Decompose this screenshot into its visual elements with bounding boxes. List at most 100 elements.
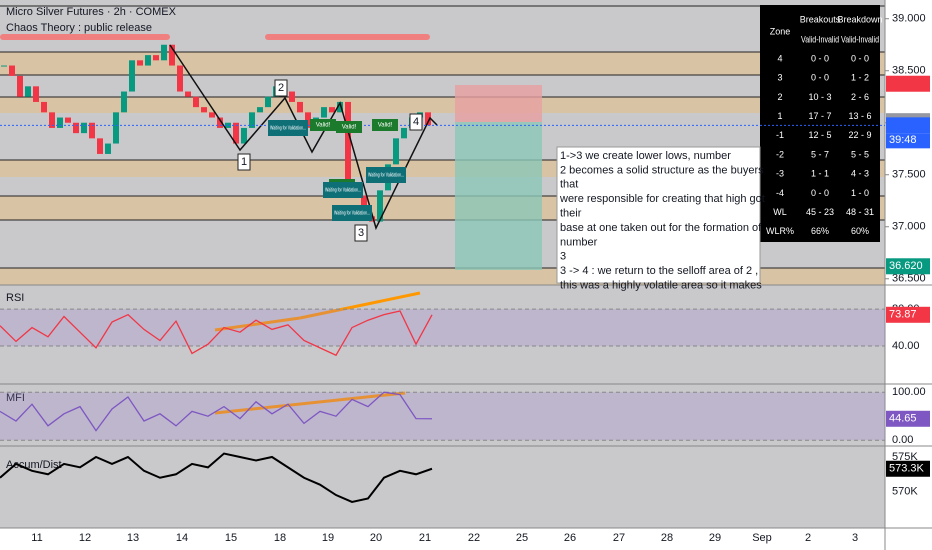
- candle: [289, 91, 295, 102]
- y-tick-label: 37.500: [892, 169, 926, 181]
- accum-badge-label: 573.3K: [889, 463, 925, 475]
- indicator-title: Chaos Theory : public release: [6, 22, 152, 34]
- wave-label-box: [409, 113, 423, 131]
- candle: [113, 112, 119, 144]
- y-tick-label: 36.500: [892, 273, 926, 285]
- candle: [249, 112, 255, 128]
- accum-badge: [886, 460, 930, 477]
- wave-label: 4: [413, 116, 419, 128]
- candle: [393, 138, 399, 165]
- target-zone: [455, 122, 542, 270]
- candle: [185, 91, 191, 97]
- table-cell: 22 - 9: [848, 130, 871, 140]
- waiting-tag: [366, 167, 406, 183]
- table-cell: 1 - 1: [811, 169, 829, 179]
- x-tick-label: 12: [79, 532, 91, 544]
- candle: [57, 117, 63, 128]
- candle: [257, 107, 263, 113]
- table-cell: 17 - 7: [808, 111, 831, 121]
- wave-label: 1: [241, 156, 247, 168]
- note-line: their: [560, 208, 582, 220]
- price-badge: [886, 75, 930, 92]
- table-cell: 0 - 0: [811, 73, 829, 83]
- price-badge: [886, 258, 930, 275]
- candle: [145, 55, 151, 66]
- candle: [329, 107, 335, 113]
- y-tick-label: 39.000: [892, 13, 926, 25]
- candle: [161, 44, 167, 61]
- candle: [129, 60, 135, 92]
- table-cell: 66%: [811, 226, 829, 236]
- waiting-tag: [268, 120, 308, 136]
- candle: [49, 112, 55, 128]
- x-tick-label: 14: [176, 532, 188, 544]
- table-cell: WL: [773, 207, 787, 217]
- valid-tag: [310, 119, 336, 131]
- mfi-badge: [886, 410, 930, 427]
- wave-label-box: [237, 153, 251, 171]
- candle: [425, 112, 431, 126]
- waiting-tag-label: Waiting for Validation...: [325, 187, 361, 193]
- y-tick-label: 38.500: [892, 65, 926, 77]
- zone-table: [760, 5, 880, 242]
- table-cell: 2 - 6: [851, 92, 869, 102]
- y-tick-label: 0.00: [892, 434, 913, 446]
- rsi-badge: [886, 306, 930, 323]
- table-header: Zone: [770, 26, 791, 36]
- candle: [89, 122, 95, 139]
- candle: [25, 86, 31, 97]
- table-cell: -4: [776, 188, 784, 198]
- table-cell: 0 - 0: [851, 53, 869, 63]
- table-cell: -2: [776, 149, 784, 159]
- candle: [177, 65, 183, 92]
- mfi-trend: [214, 391, 406, 415]
- candle: [137, 60, 143, 66]
- note-line: were responsible for creating that high …: [559, 193, 765, 205]
- x-tick-label: 18: [274, 532, 286, 544]
- table-cell: 13 - 6: [848, 111, 871, 121]
- note-line: number: [560, 236, 598, 248]
- price-badge: [886, 117, 930, 134]
- note-line: base at one taken out for the formation …: [560, 222, 762, 234]
- rsi-trend: [299, 291, 421, 320]
- candle: [401, 127, 407, 139]
- x-tick-label: 26: [564, 532, 576, 544]
- candle: [241, 127, 247, 144]
- candle: [193, 96, 199, 108]
- candle: [233, 122, 239, 144]
- signal-dots: [0, 34, 430, 40]
- x-tick-label: 25: [516, 532, 528, 544]
- countdown-badge: [886, 133, 930, 149]
- note-line: 2 becomes a solid structure as the buyer…: [560, 164, 764, 176]
- wave-label: 2: [278, 82, 284, 94]
- table-cell: 48 - 31: [846, 207, 874, 217]
- valid-tag: [336, 121, 362, 133]
- table-header: Breakouts: [800, 14, 841, 24]
- table-cell: 2: [777, 92, 782, 102]
- table-cell: 3: [777, 73, 782, 83]
- candle: [201, 107, 207, 113]
- table-cell: 5 - 5: [851, 149, 869, 159]
- rsi-line: [0, 310, 433, 357]
- candle: [81, 122, 87, 134]
- candle: [297, 101, 303, 113]
- countdown: 39:48: [889, 134, 917, 146]
- x-tick-label: 19: [322, 532, 334, 544]
- table-cell: 1: [777, 111, 782, 121]
- table-cell: 45 - 23: [806, 207, 834, 217]
- table-cell: 1 - 0: [851, 188, 869, 198]
- table-subheader: Valid-Invalid: [841, 34, 879, 44]
- x-tick-label: 20: [370, 532, 382, 544]
- candle: [105, 143, 111, 154]
- candle: [9, 65, 15, 76]
- candle: [121, 91, 127, 113]
- x-tick-label: 11: [31, 532, 42, 544]
- accum-title: Accum/Dist: [6, 459, 62, 471]
- table-cell: 4: [777, 53, 782, 63]
- wave-label-box: [354, 224, 368, 242]
- candle: [321, 107, 327, 118]
- candle: [65, 117, 71, 123]
